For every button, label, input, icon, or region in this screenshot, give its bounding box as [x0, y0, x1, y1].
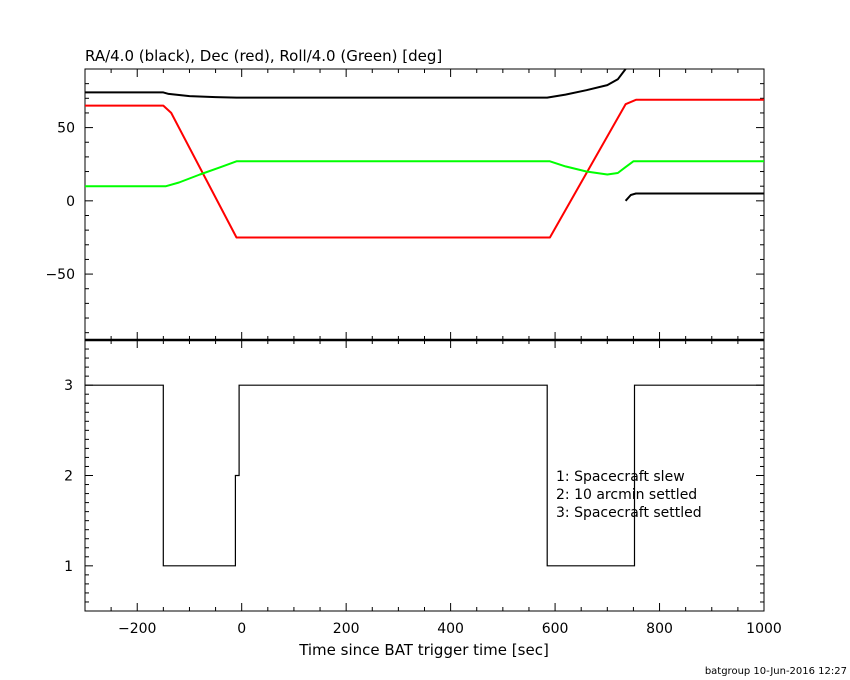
bottom-x-tick-label: 600: [542, 621, 569, 637]
top-y-tick-label: −50: [45, 267, 75, 283]
bottom-panel-ticks: 1 2 3 −200 0 200 400 600 800 1000: [64, 340, 782, 637]
top-panel-title: RA/4.0 (black), Dec (red), Roll/4.0 (Gre…: [85, 47, 442, 65]
bottom-panel: 1 2 3 −200 0 200 400 600 800 1000: [64, 339, 782, 637]
annotation-slew: 1: Spacecraft slew: [556, 469, 685, 485]
top-panel-frame: [84, 68, 765, 341]
top-series-line-0: [85, 68, 627, 99]
top-panel-series: [85, 68, 764, 239]
bottom-x-tick-label: −200: [118, 621, 156, 637]
annotation-10arcmin: 2: 10 arcmin settled: [556, 487, 697, 503]
bottom-y-tick-label: 3: [64, 378, 73, 394]
top-panel: −50 0 50: [45, 68, 765, 341]
top-series-line-1: [85, 98, 764, 239]
annotation-settled: 3: Spacecraft settled: [556, 505, 702, 521]
bottom-series-line-0: [85, 384, 764, 567]
top-series-line-0: [624, 192, 764, 202]
bottom-y-tick-label: 1: [64, 559, 73, 575]
legend-annotations: 1: Spacecraft slew 2: 10 arcmin settled …: [556, 469, 702, 521]
top-series-line-2: [85, 160, 764, 188]
bottom-y-tick-label: 2: [64, 469, 73, 485]
bottom-x-tick-label: 1000: [746, 621, 782, 637]
bottom-x-tick-label: 400: [437, 621, 464, 637]
top-y-tick-label: 50: [57, 121, 75, 137]
x-axis-label: Time since BAT trigger time [sec]: [298, 641, 549, 659]
bottom-panel-series: [85, 384, 764, 567]
bottom-x-tick-label: 200: [333, 621, 360, 637]
bottom-x-tick-label: 0: [237, 621, 246, 637]
bottom-x-tick-label: 800: [646, 621, 673, 637]
top-y-tick-label: 0: [66, 194, 75, 210]
top-panel-ticks: −50 0 50: [45, 69, 765, 340]
footer-credit: batgroup 10-Jun-2016 12:27: [705, 666, 847, 677]
